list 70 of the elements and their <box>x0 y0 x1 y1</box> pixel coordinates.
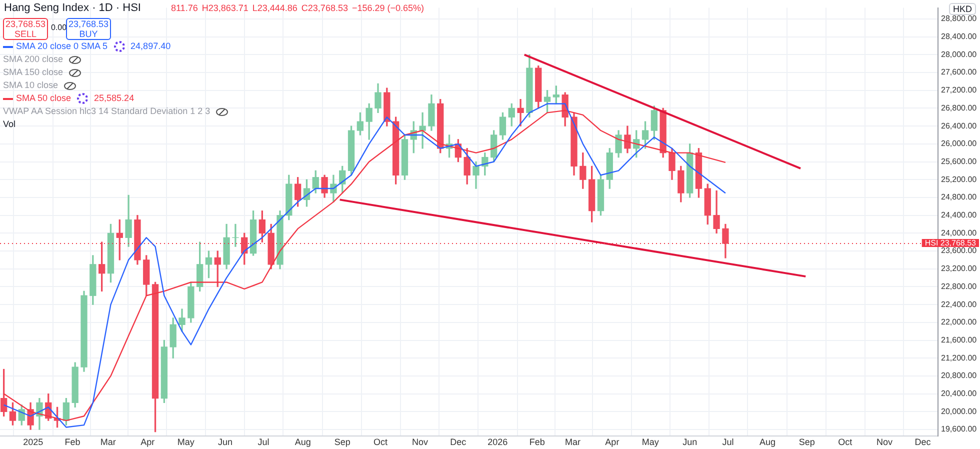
annotation: BUY <box>78 29 99 39</box>
x-tick-label: Feb <box>64 437 80 448</box>
y-tick-label: 28,000.00 <box>941 50 978 59</box>
y-tick-label: 21,200.00 <box>941 353 978 362</box>
y-tick-label: 27,600.00 <box>941 68 978 77</box>
x-tick-label: 2026 <box>488 437 508 448</box>
y-tick-label: 21,600.00 <box>941 335 978 344</box>
x-tick-label: Jul <box>258 437 270 448</box>
x-tick-label: Mar <box>100 437 116 448</box>
annotation: SELL <box>13 29 38 39</box>
y-tick-label: 24,800.00 <box>941 192 978 202</box>
x-tick-label: May <box>642 437 660 448</box>
legend-label: SMA 20 close 0 SMA 5 <box>16 41 108 51</box>
x-tick-label: Sep <box>334 437 350 448</box>
annotation: 25,585.24 <box>94 93 134 103</box>
annotation: 0.00 <box>51 23 67 32</box>
legend-label: SMA 50 close <box>16 93 72 103</box>
x-tick-label: Dec <box>914 437 932 448</box>
annotation: SMA 200 close <box>3 53 64 66</box>
y-tick-label: 25,200.00 <box>941 174 978 184</box>
x-tick-label: May <box>177 437 195 448</box>
y-tick-label: 25,600.00 <box>941 156 978 166</box>
y-tick-label: 26,000.00 <box>941 139 978 148</box>
annotation: H23,863.71 <box>202 3 248 13</box>
y-tick-label: 26,400.00 <box>941 121 978 130</box>
x-tick-label: Jun <box>218 437 233 448</box>
ref-line-label: HSI 23,768.53 <box>924 238 977 248</box>
x-tick-label: Jul <box>722 437 734 448</box>
y-tick-label: 28,400.00 <box>941 32 978 42</box>
annotation: 811.76 <box>170 3 198 13</box>
x-tick-label: Feb <box>529 437 545 448</box>
y-tick-label: 19,600.00 <box>941 424 978 434</box>
y-tick-label: 27,200.00 <box>941 86 978 95</box>
annotation: Vol <box>3 118 17 131</box>
y-tick-label: 23,200.00 <box>941 264 978 274</box>
x-tick-label: Nov <box>876 437 894 448</box>
x-tick-label: 2025 <box>23 437 44 448</box>
y-tick-label: 22,800.00 <box>941 282 978 291</box>
x-tick-label: Aug <box>294 437 311 448</box>
annotation: L23,444.86 <box>252 3 298 13</box>
y-tick-label: 23,600.00 <box>941 246 978 256</box>
annotation: C23,768.53 <box>301 3 348 13</box>
x-tick-label: Apr <box>140 437 155 448</box>
x-tick-label: Oct <box>374 437 388 448</box>
annotation: 23,768.53 <box>67 19 110 29</box>
x-tick-label: Jun <box>682 437 698 448</box>
x-tick-label: Apr <box>605 437 620 448</box>
y-tick-label: 20,000.00 <box>941 406 978 416</box>
annotation: 23,768.53 <box>4 19 47 29</box>
x-tick-label: Oct <box>838 437 853 448</box>
y-tick-label: 24,000.00 <box>941 228 978 238</box>
annotation: 24,897.40 <box>130 41 171 51</box>
y-tick-label: 26,800.00 <box>941 103 978 112</box>
y-tick-label: 22,400.00 <box>941 300 978 309</box>
x-tick-label: Aug <box>759 437 776 448</box>
x-tick-label: Sep <box>798 437 815 448</box>
annotation: SMA 150 close <box>3 66 64 79</box>
text: HKD <box>948 3 976 15</box>
annotation: SMA 10 close <box>3 79 60 92</box>
x-tick-label: Mar <box>564 437 580 448</box>
x-tick-label: Nov <box>412 437 428 448</box>
y-tick-label: 20,400.00 <box>941 389 978 398</box>
annotation: −156.29 (−0.65%) <box>352 3 424 13</box>
y-tick-label: 28,800.00 <box>941 14 978 24</box>
annotation: Hang Seng Index · 1D · HSI <box>4 2 141 14</box>
x-tick-label: Dec <box>450 437 467 448</box>
annotation: VWAP AA Session hlc3 14 Standard Deviation 1 2 3 <box>3 105 212 118</box>
y-tick-label: 24,400.00 <box>941 210 978 220</box>
y-tick-label: 22,000.00 <box>941 318 978 327</box>
y-tick-label: 20,800.00 <box>941 371 978 380</box>
